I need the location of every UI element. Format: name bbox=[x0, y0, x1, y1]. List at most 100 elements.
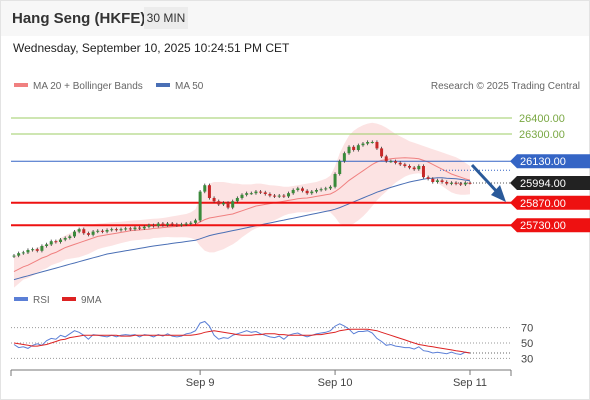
candle bbox=[459, 182, 463, 186]
candle-body bbox=[184, 223, 188, 225]
candle bbox=[263, 190, 267, 196]
candle-body bbox=[468, 182, 472, 184]
candle-body bbox=[189, 222, 193, 224]
candle-body bbox=[31, 249, 35, 251]
support-tag-label: 25870.00 bbox=[520, 198, 566, 210]
candle bbox=[300, 186, 304, 193]
candle bbox=[324, 186, 328, 191]
candle bbox=[152, 223, 156, 228]
candle-body bbox=[193, 220, 197, 223]
x-axis: Sep 9 Sep 10 Sep 11 bbox=[10, 369, 512, 389]
support-tag-label: 25730.00 bbox=[520, 220, 566, 232]
candle bbox=[314, 188, 318, 194]
x-tick-label: Sep 10 bbox=[318, 377, 353, 389]
candle-body bbox=[175, 224, 179, 226]
candle-body bbox=[287, 193, 291, 197]
candle bbox=[296, 186, 300, 192]
candle bbox=[389, 159, 393, 163]
target-level-label: 26400.00 bbox=[519, 113, 565, 125]
candle-body bbox=[314, 190, 318, 192]
candle bbox=[77, 227, 81, 234]
candle bbox=[338, 159, 342, 176]
candle-body bbox=[35, 249, 39, 251]
candle bbox=[68, 234, 72, 240]
candle-body bbox=[133, 227, 137, 230]
candle bbox=[189, 221, 193, 226]
candle bbox=[72, 230, 76, 238]
candle-body bbox=[328, 186, 332, 189]
candle bbox=[166, 222, 170, 227]
candle bbox=[240, 193, 244, 200]
candle-body bbox=[273, 195, 277, 197]
candle-body bbox=[324, 188, 328, 190]
bollinger-legend-label: MA 20 + Bollinger Bands bbox=[33, 81, 143, 92]
candle bbox=[268, 192, 272, 198]
candle bbox=[245, 191, 249, 197]
candle bbox=[282, 194, 286, 198]
candle bbox=[454, 181, 458, 186]
candle bbox=[440, 178, 444, 184]
ma20-line bbox=[13, 157, 471, 273]
candle-body bbox=[231, 201, 235, 208]
candle bbox=[49, 239, 53, 246]
candle-body bbox=[277, 195, 281, 197]
candle bbox=[273, 194, 277, 198]
candle bbox=[170, 222, 174, 226]
candle-body bbox=[114, 229, 118, 231]
candle bbox=[366, 140, 370, 146]
candle bbox=[82, 227, 86, 235]
candle-body bbox=[54, 241, 58, 243]
candle-body bbox=[119, 229, 123, 231]
candle-body bbox=[370, 142, 374, 143]
candle-body bbox=[63, 238, 67, 240]
rsi-panel: 70 50 30 bbox=[11, 320, 533, 365]
candle-body bbox=[68, 236, 72, 238]
candle-body bbox=[156, 223, 160, 226]
candle-body bbox=[394, 161, 398, 163]
candle bbox=[96, 229, 100, 234]
candle bbox=[86, 231, 90, 237]
candle bbox=[417, 164, 421, 171]
candle bbox=[114, 227, 118, 232]
candle-body bbox=[347, 146, 351, 154]
candle-body bbox=[91, 231, 95, 235]
candle-body bbox=[207, 185, 211, 198]
candle bbox=[142, 225, 146, 230]
candle-body bbox=[268, 194, 272, 196]
timeframe-button[interactable]: 30 MIN bbox=[144, 7, 188, 29]
candle-body bbox=[128, 228, 132, 230]
candle bbox=[426, 175, 430, 181]
candle bbox=[45, 242, 49, 248]
rsi-line bbox=[13, 320, 471, 356]
x-tick-label: Sep 9 bbox=[186, 377, 215, 389]
candle-body bbox=[12, 255, 16, 257]
candle bbox=[133, 226, 137, 231]
candle bbox=[408, 164, 412, 170]
candle-body bbox=[454, 182, 458, 184]
candle-body bbox=[305, 190, 309, 194]
candle bbox=[198, 190, 202, 222]
candle-body bbox=[86, 233, 90, 235]
target-level-label: 26300.00 bbox=[519, 129, 565, 141]
candle bbox=[26, 248, 30, 254]
candle-body bbox=[333, 174, 337, 187]
candle bbox=[54, 239, 58, 244]
candle bbox=[147, 223, 151, 229]
candle-body bbox=[263, 192, 267, 194]
candle bbox=[254, 190, 258, 195]
ma50-line bbox=[13, 177, 471, 281]
candle-body bbox=[245, 193, 249, 195]
candle-body bbox=[408, 166, 412, 168]
rsi-tick-label: 30 bbox=[521, 353, 533, 365]
candle bbox=[203, 183, 207, 194]
candle-body bbox=[375, 142, 379, 149]
candle bbox=[212, 196, 216, 203]
candle-body bbox=[45, 244, 49, 246]
candle bbox=[277, 194, 281, 198]
candle bbox=[287, 191, 291, 198]
candle bbox=[361, 142, 365, 147]
candle-body bbox=[366, 142, 370, 144]
last-price-tag bbox=[510, 175, 590, 190]
candle-body bbox=[152, 225, 156, 227]
candle-body bbox=[138, 227, 142, 229]
